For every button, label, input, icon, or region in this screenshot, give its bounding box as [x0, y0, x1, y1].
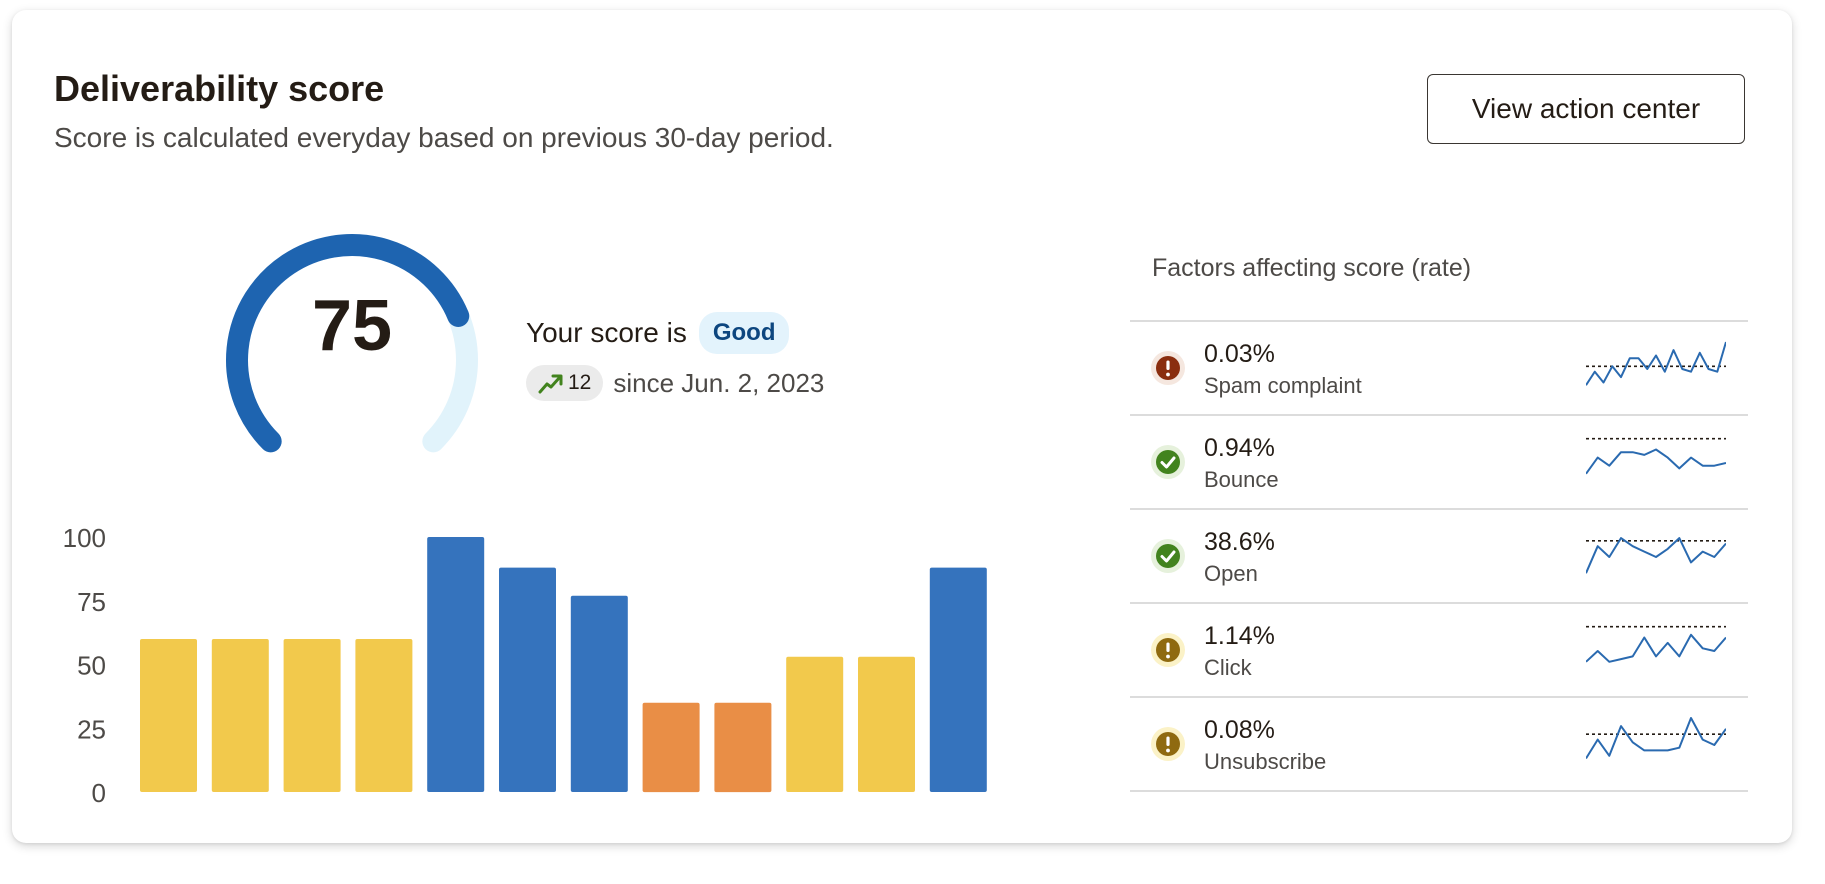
factor-sparkline [1586, 537, 1726, 574]
y-tick-label: 50 [77, 651, 106, 681]
score-rating-badge: Good [698, 312, 790, 354]
bar[interactable] [211, 639, 269, 792]
factor-sparkline [1586, 625, 1726, 663]
check-icon [1151, 445, 1185, 479]
factor-row-spam-complaint[interactable]: 0.03% Spam complaint [1130, 322, 1748, 416]
factor-value: 38.6% [1204, 528, 1275, 556]
exclamation-icon [1151, 351, 1185, 385]
y-tick-label: 0 [92, 778, 106, 805]
sparkline-series [1586, 633, 1726, 663]
bar[interactable] [427, 537, 485, 792]
bar[interactable] [499, 567, 556, 792]
y-tick-label: 100 [63, 523, 106, 553]
factor-label: Spam complaint [1204, 373, 1362, 398]
y-tick-label: 25 [77, 714, 106, 744]
bar[interactable] [140, 639, 197, 792]
bar[interactable] [283, 639, 341, 792]
score-label: Your score is [526, 317, 687, 348]
view-action-center-button[interactable]: View action center [1427, 74, 1745, 144]
card-subtitle: Score is calculated everyday based on pr… [54, 122, 834, 153]
sparkline-series [1586, 717, 1726, 760]
factor-value: 0.03% [1204, 340, 1275, 368]
bar[interactable] [642, 702, 700, 793]
factor-label: Open [1204, 561, 1258, 586]
score-value: 75 [311, 286, 393, 366]
sparkline-series [1586, 537, 1726, 574]
factor-row-unsubscribe[interactable]: 0.08% Unsubscribe [1130, 698, 1748, 792]
factor-sparkline [1586, 717, 1726, 760]
factor-value: 1.14% [1204, 622, 1275, 650]
score-history-chart: 0 25 50 75 100 [52, 515, 1012, 810]
check-icon [1151, 539, 1185, 573]
exclamation-icon [1151, 727, 1185, 761]
factor-value: 0.94% [1204, 434, 1275, 462]
score-trend: 12 since Jun. 2, 2023 [526, 365, 824, 401]
bar[interactable] [714, 702, 772, 793]
bar[interactable] [858, 656, 915, 792]
bar[interactable] [355, 639, 413, 792]
bar[interactable] [786, 656, 844, 792]
score-gauge: 75 [212, 220, 492, 470]
exclamation-icon [1151, 633, 1185, 667]
y-tick-label: 75 [77, 587, 106, 617]
factor-label: Click [1204, 655, 1252, 680]
factors-title: Factors affecting score (rate) [1130, 250, 1748, 322]
trend-since: since Jun. 2, 2023 [613, 367, 825, 398]
factor-row-bounce[interactable]: 0.94% Bounce [1130, 416, 1748, 510]
sparkline-series [1586, 341, 1726, 386]
gauge-fill [226, 234, 470, 453]
trend-change: 12 [568, 371, 592, 394]
factor-sparkline [1586, 437, 1726, 475]
deliverability-card: Deliverability score Score is calculated… [12, 10, 1792, 843]
factor-value: 0.08% [1204, 716, 1275, 744]
factors-panel: Factors affecting score (rate) 0.03% Spam… [1130, 250, 1748, 792]
factor-row-open[interactable]: 38.6% Open [1130, 510, 1748, 604]
bar[interactable] [570, 595, 628, 792]
sparkline-series [1586, 448, 1726, 475]
factor-row-click[interactable]: 1.14% Click [1130, 604, 1748, 698]
card-title: Deliverability score [54, 68, 385, 109]
factor-label: Unsubscribe [1204, 749, 1327, 774]
trend-chip: 12 [526, 365, 604, 401]
score-summary: Your score is Good [526, 312, 790, 354]
factor-sparkline [1586, 341, 1726, 386]
trend-up-icon [538, 374, 563, 394]
factor-label: Bounce [1204, 467, 1279, 492]
bar[interactable] [929, 567, 987, 792]
factor-list: 0.03% Spam complaint 0.94% Bounce 38.6% Open 1… [1130, 322, 1748, 792]
